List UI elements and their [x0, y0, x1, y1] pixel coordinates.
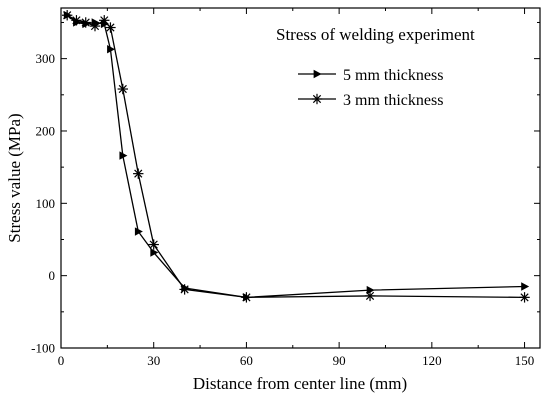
series-1 [63, 11, 530, 302]
data-point-asterisk [99, 15, 110, 26]
data-point-asterisk [133, 168, 144, 179]
x-tick-label: 30 [147, 353, 160, 368]
x-tick-label: 60 [240, 353, 253, 368]
y-tick-label: 300 [36, 51, 56, 66]
chart-title: Stress of welding experiment [276, 25, 475, 44]
x-tick-label: 0 [58, 353, 65, 368]
x-tick-label: 120 [422, 353, 442, 368]
data-point-asterisk [179, 284, 190, 295]
data-point-asterisk [117, 83, 129, 95]
y-axis-title: Stress value (MPa) [5, 113, 24, 242]
data-point-asterisk [89, 20, 101, 32]
data-point-triangle [521, 282, 530, 291]
data-point-triangle [134, 227, 143, 236]
y-tick-label: -100 [31, 341, 55, 356]
data-point-triangle [150, 248, 159, 257]
data-point-asterisk [148, 239, 159, 250]
legend-marker-asterisk [311, 93, 323, 105]
y-tick-label: 100 [36, 196, 56, 211]
series-layer [61, 10, 530, 303]
legend-label: 3 mm thickness [343, 92, 443, 109]
series-line [66, 14, 525, 299]
legend: 5 mm thickness 3 mm thickness [298, 67, 443, 109]
x-axis-title: Distance from center line (mm) [193, 374, 407, 393]
data-point-asterisk [241, 292, 252, 303]
data-point-asterisk [105, 22, 116, 33]
legend-marker-triangle [313, 69, 322, 79]
data-point-asterisk [80, 17, 91, 28]
plot-frame [60, 7, 541, 349]
data-point-asterisk [364, 290, 376, 302]
y-tick-label: 0 [49, 268, 56, 283]
data-point-asterisk [61, 10, 73, 21]
series-line [66, 14, 525, 299]
y-tick-label: 200 [36, 123, 56, 138]
data-point-asterisk [71, 15, 82, 26]
data-point-triangle [107, 45, 116, 54]
axis-ticks [60, 8, 540, 349]
data-point-asterisk [519, 292, 530, 303]
data-point-triangle [119, 151, 128, 160]
legend-label: 5 mm thickness [343, 67, 443, 84]
series-2 [61, 10, 530, 303]
x-tick-label: 90 [333, 353, 346, 368]
x-tick-label: 150 [515, 353, 535, 368]
data-point-triangle [366, 285, 375, 295]
